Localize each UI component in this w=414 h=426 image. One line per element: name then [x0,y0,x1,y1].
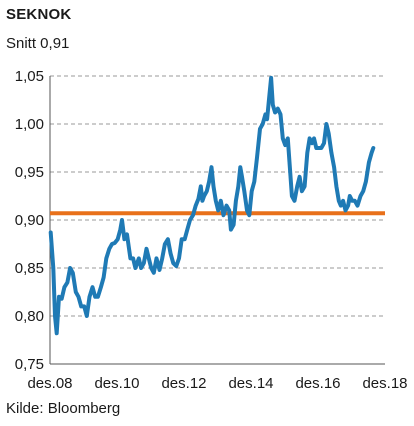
y-tick-label: 0,85 [15,260,44,277]
series-group [48,75,376,336]
x-tick-label: des.08 [27,375,72,392]
series-line [48,75,376,336]
x-tick-label: des.10 [94,375,139,392]
y-tick-label: 0,90 [15,212,44,229]
y-tick-label: 1,05 [15,68,44,85]
x-tick-label: des.18 [362,375,407,392]
y-tick-label: 0,80 [15,308,44,325]
grid-lines [50,75,385,317]
chart-subtitle: Snitt 0,91 [6,35,70,52]
chart-title: SEKNOK [6,6,72,23]
x-tick-label: des.16 [295,375,340,392]
y-axis: 1,05 1,00 0,95 0,90 0,85 0,80 0,75 [15,68,51,373]
x-tick-label: des.14 [228,375,273,392]
source-note: Kilde: Bloomberg [6,400,121,417]
y-tick-label: 1,00 [15,116,44,133]
y-tick-label: 0,75 [15,356,44,373]
y-tick-label: 0,95 [15,164,44,181]
x-axis: des.08 des.10 des.12 des.14 des.16 des.18 [27,363,408,392]
x-tick-label: des.12 [161,375,206,392]
